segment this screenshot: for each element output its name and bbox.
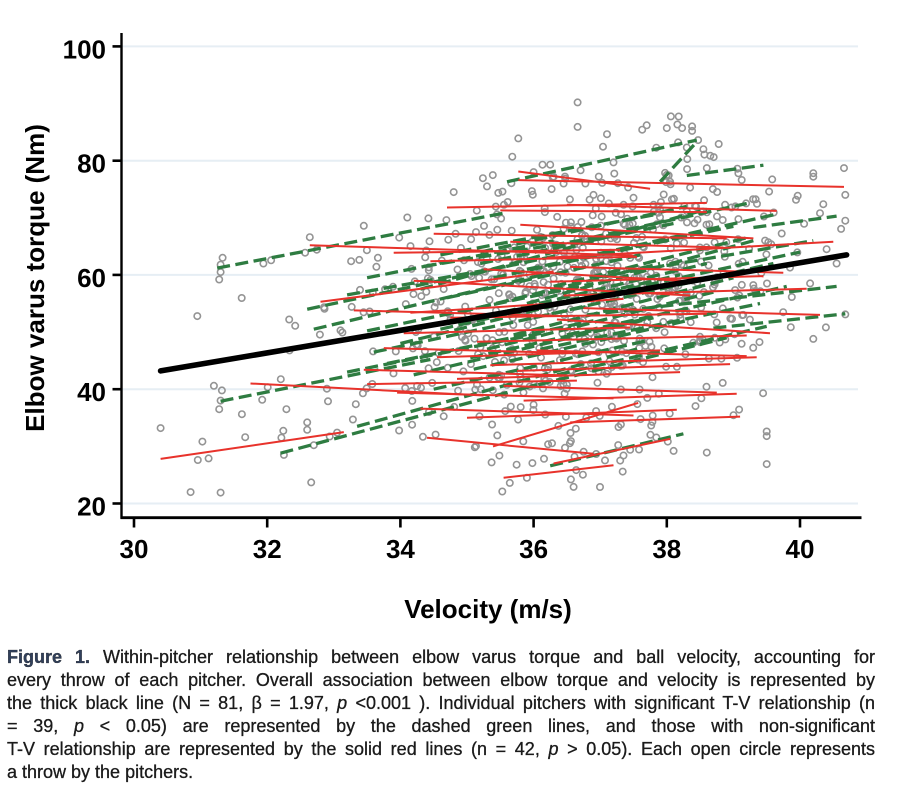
svg-text:100: 100 bbox=[63, 34, 106, 64]
svg-text:30: 30 bbox=[120, 534, 149, 564]
svg-text:60: 60 bbox=[77, 263, 106, 293]
svg-text:40: 40 bbox=[77, 377, 106, 407]
svg-text:20: 20 bbox=[77, 492, 106, 522]
svg-text:Elbow varus torque (Nm): Elbow varus torque (Nm) bbox=[20, 124, 50, 432]
svg-text:36: 36 bbox=[519, 534, 548, 564]
svg-text:34: 34 bbox=[386, 534, 415, 564]
svg-text:Velocity (m/s): Velocity (m/s) bbox=[404, 594, 572, 624]
svg-text:38: 38 bbox=[652, 534, 681, 564]
svg-text:40: 40 bbox=[786, 534, 815, 564]
svg-text:32: 32 bbox=[253, 534, 282, 564]
svg-text:80: 80 bbox=[77, 149, 106, 179]
